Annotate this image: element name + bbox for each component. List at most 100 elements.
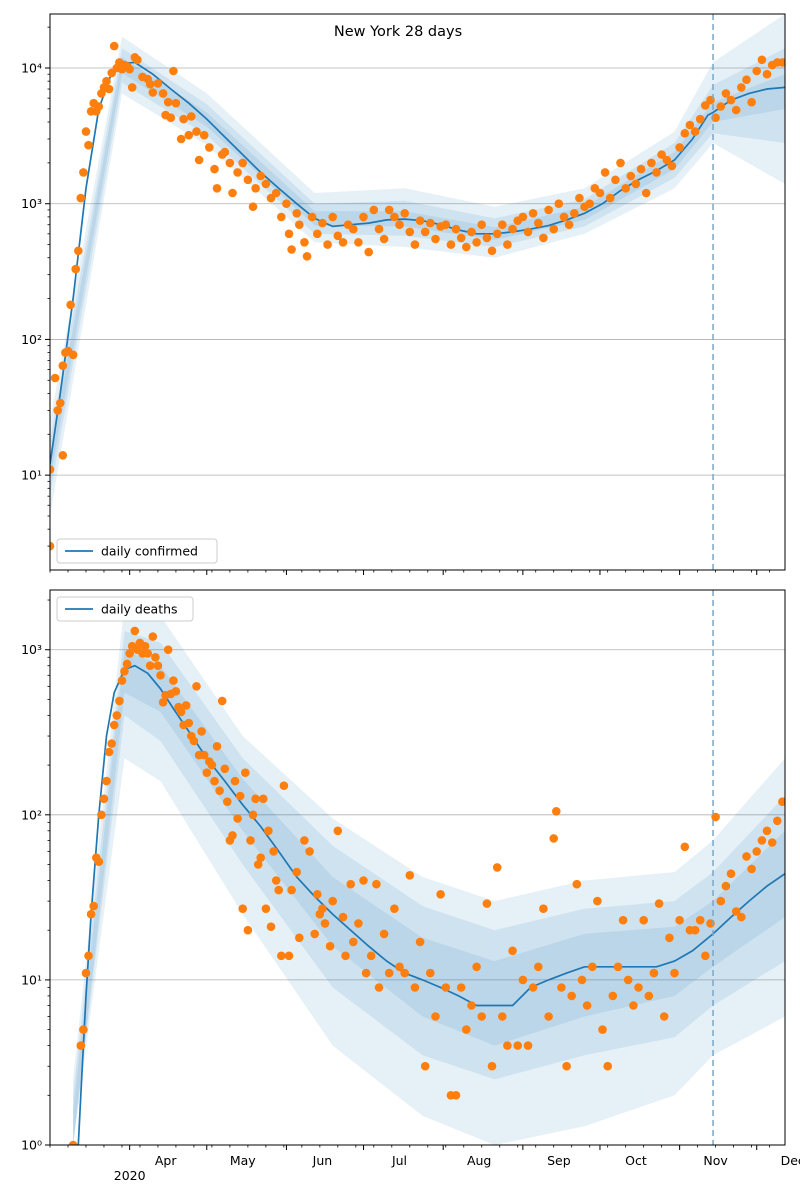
observed-point	[390, 212, 399, 222]
band-middle	[73, 630, 785, 1145]
observed-point	[151, 653, 160, 662]
observed-point	[192, 682, 201, 691]
observed-point	[600, 168, 610, 177]
observed-point	[621, 184, 630, 193]
observed-point	[737, 912, 746, 922]
y-tick-label: 10²	[21, 807, 42, 822]
observed-point	[346, 879, 356, 889]
observed-point	[58, 451, 68, 460]
observed-point	[169, 676, 178, 685]
legend: daily confirmed	[56, 538, 218, 564]
observed-point	[631, 179, 641, 189]
observed-point	[665, 933, 674, 943]
series-line	[77, 664, 785, 1145]
observed-point	[349, 224, 358, 234]
observed-point	[163, 645, 173, 654]
observed-point	[79, 1025, 88, 1034]
observed-point	[503, 1041, 512, 1050]
observed-point	[269, 847, 278, 856]
observed-point	[420, 1061, 430, 1071]
observed-point	[379, 234, 389, 244]
observed-point	[158, 698, 168, 707]
x-tick-label: Nov	[703, 1153, 728, 1168]
band-middle	[50, 48, 785, 497]
observed-point	[212, 742, 222, 751]
observed-point	[274, 885, 284, 895]
x-tick-label: May	[230, 1153, 256, 1168]
observed-point	[81, 127, 91, 136]
observed-point	[220, 147, 230, 157]
observed-point	[436, 890, 445, 899]
x-year-label: 2020	[114, 1168, 146, 1183]
observed-point	[426, 218, 435, 228]
observed-point	[544, 205, 553, 215]
observed-point	[564, 220, 574, 229]
observed-point	[431, 234, 440, 244]
observed-point	[605, 193, 615, 203]
observed-point	[287, 245, 296, 254]
observed-point	[670, 968, 679, 978]
observed-point	[323, 240, 332, 249]
observed-point	[76, 1041, 86, 1050]
observed-point	[328, 212, 338, 222]
observed-point	[366, 951, 376, 961]
observed-point	[104, 84, 114, 94]
observed-point	[598, 1025, 607, 1034]
observed-point	[202, 768, 212, 777]
observed-point	[647, 158, 656, 168]
observed-point	[652, 168, 661, 177]
plot-area	[50, 14, 785, 551]
observed-point	[667, 161, 677, 171]
observed-point	[410, 240, 420, 249]
observed-point	[690, 127, 700, 136]
observed-point	[79, 168, 88, 177]
observed-point	[405, 227, 415, 237]
observed-point	[585, 199, 594, 208]
observed-point	[50, 541, 55, 551]
observed-point	[310, 929, 320, 939]
observed-point	[549, 224, 558, 234]
observed-point	[279, 781, 289, 790]
observed-point	[675, 915, 684, 925]
observed-point	[318, 904, 327, 913]
observed-point	[109, 41, 119, 51]
observed-point	[295, 933, 304, 943]
observed-point	[210, 164, 219, 174]
observed-point	[544, 1012, 553, 1021]
observed-point	[634, 983, 643, 992]
observed-point	[243, 175, 253, 185]
observed-point	[503, 240, 512, 249]
observed-point	[361, 968, 371, 978]
observed-point	[243, 925, 253, 935]
observed-point	[731, 105, 741, 115]
y-tick-label: 10⁰	[21, 1138, 42, 1153]
observed-point	[482, 233, 492, 243]
observed-point	[737, 83, 746, 92]
observed-point	[577, 975, 587, 985]
observed-point	[50, 373, 60, 383]
observed-point	[400, 968, 410, 978]
observed-point	[354, 238, 363, 247]
legend: daily deaths	[56, 596, 194, 622]
observed-point	[559, 212, 569, 222]
observed-point	[148, 632, 158, 641]
observed-point	[271, 188, 281, 198]
observed-point	[534, 218, 543, 228]
observed-point	[595, 188, 605, 198]
observed-point	[405, 871, 415, 880]
observed-point	[528, 209, 538, 218]
observed-point	[498, 220, 507, 229]
y-tick-label: 10³	[21, 196, 42, 211]
observed-point	[107, 739, 116, 748]
observed-point	[629, 1001, 638, 1010]
observed-point	[284, 951, 294, 961]
daily-confirmed-panel: 10¹ 10² 10³ 10⁴ daily confirmed	[21, 13, 786, 575]
observed-point	[140, 641, 150, 651]
observed-point	[248, 202, 258, 211]
observed-point	[508, 946, 517, 956]
observed-point	[84, 140, 93, 150]
observed-point	[256, 171, 266, 181]
axes-frame	[49, 13, 786, 571]
observed-point	[220, 764, 230, 774]
observed-point	[295, 220, 304, 229]
